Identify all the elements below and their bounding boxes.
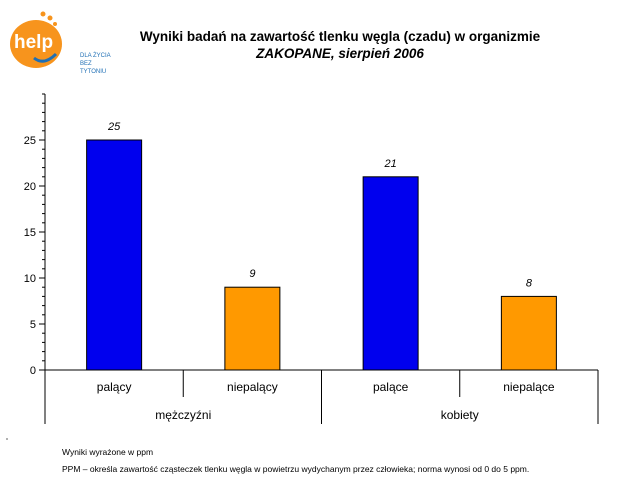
data-label: 9 xyxy=(249,268,255,280)
logo-brand: help xyxy=(14,32,53,53)
data-label: 8 xyxy=(526,277,533,289)
bar xyxy=(224,286,281,371)
chart-title: Wyniki badań na zawartość tlenku węgla (… xyxy=(139,29,541,44)
bar-chart: 0 5 10 15 20 25 25 palący 9 niepalący 21 palące 8 nie… xyxy=(24,93,599,424)
logo-circle xyxy=(10,20,62,68)
chart-subtitle: ZAKOPANE, sierpień 2006 xyxy=(256,46,424,61)
logo-dot xyxy=(40,11,46,17)
category-label: palący xyxy=(97,380,132,394)
y-tick-label: 15 xyxy=(24,227,36,239)
category-label: niepalące xyxy=(503,380,555,394)
chart-labels: 0 5 10 15 20 25 25 palący 9 niepalący 21 palące 8 nie… xyxy=(24,121,555,422)
corner-mark xyxy=(6,438,8,440)
bar xyxy=(500,295,557,371)
category-label: palące xyxy=(373,380,409,394)
logo-tagline-1: DLA ŻYCIA xyxy=(80,52,111,59)
logo-tagline-3: TYTONIU xyxy=(80,69,106,75)
category-label: niepalący xyxy=(227,380,278,394)
y-tick-label: 0 xyxy=(30,365,36,377)
help-logo: help DLA ŻYCIA BEZ TYTONIU xyxy=(4,6,114,78)
logo-swoosh xyxy=(33,52,58,63)
logo-tagline-2: BEZ xyxy=(80,61,92,67)
group-label: mężczyźni xyxy=(155,408,211,422)
group-label: kobiety xyxy=(441,408,479,422)
note-units: Wyniki wyrażone w ppm xyxy=(62,447,154,457)
chart-title-block: Wyniki badań na zawartość tlenku węgla (… xyxy=(120,28,560,62)
y-tick-label: 5 xyxy=(30,319,36,331)
chart-bars xyxy=(86,139,557,371)
data-label: 25 xyxy=(107,121,121,133)
y-tick-label: 20 xyxy=(24,181,36,193)
data-label: 21 xyxy=(384,158,397,170)
y-tick-label: 10 xyxy=(24,273,36,285)
bar xyxy=(86,139,143,371)
logo-dot xyxy=(53,22,57,26)
chart-notes: Wyniki wyrażone w ppm PPM – określa zawa… xyxy=(62,444,529,478)
note-ppm-definition: PPM – określa zawartość cząsteczek tlenk… xyxy=(62,464,530,474)
y-tick-label: 25 xyxy=(24,135,36,147)
logo-dot xyxy=(47,15,53,21)
bar xyxy=(362,176,419,371)
